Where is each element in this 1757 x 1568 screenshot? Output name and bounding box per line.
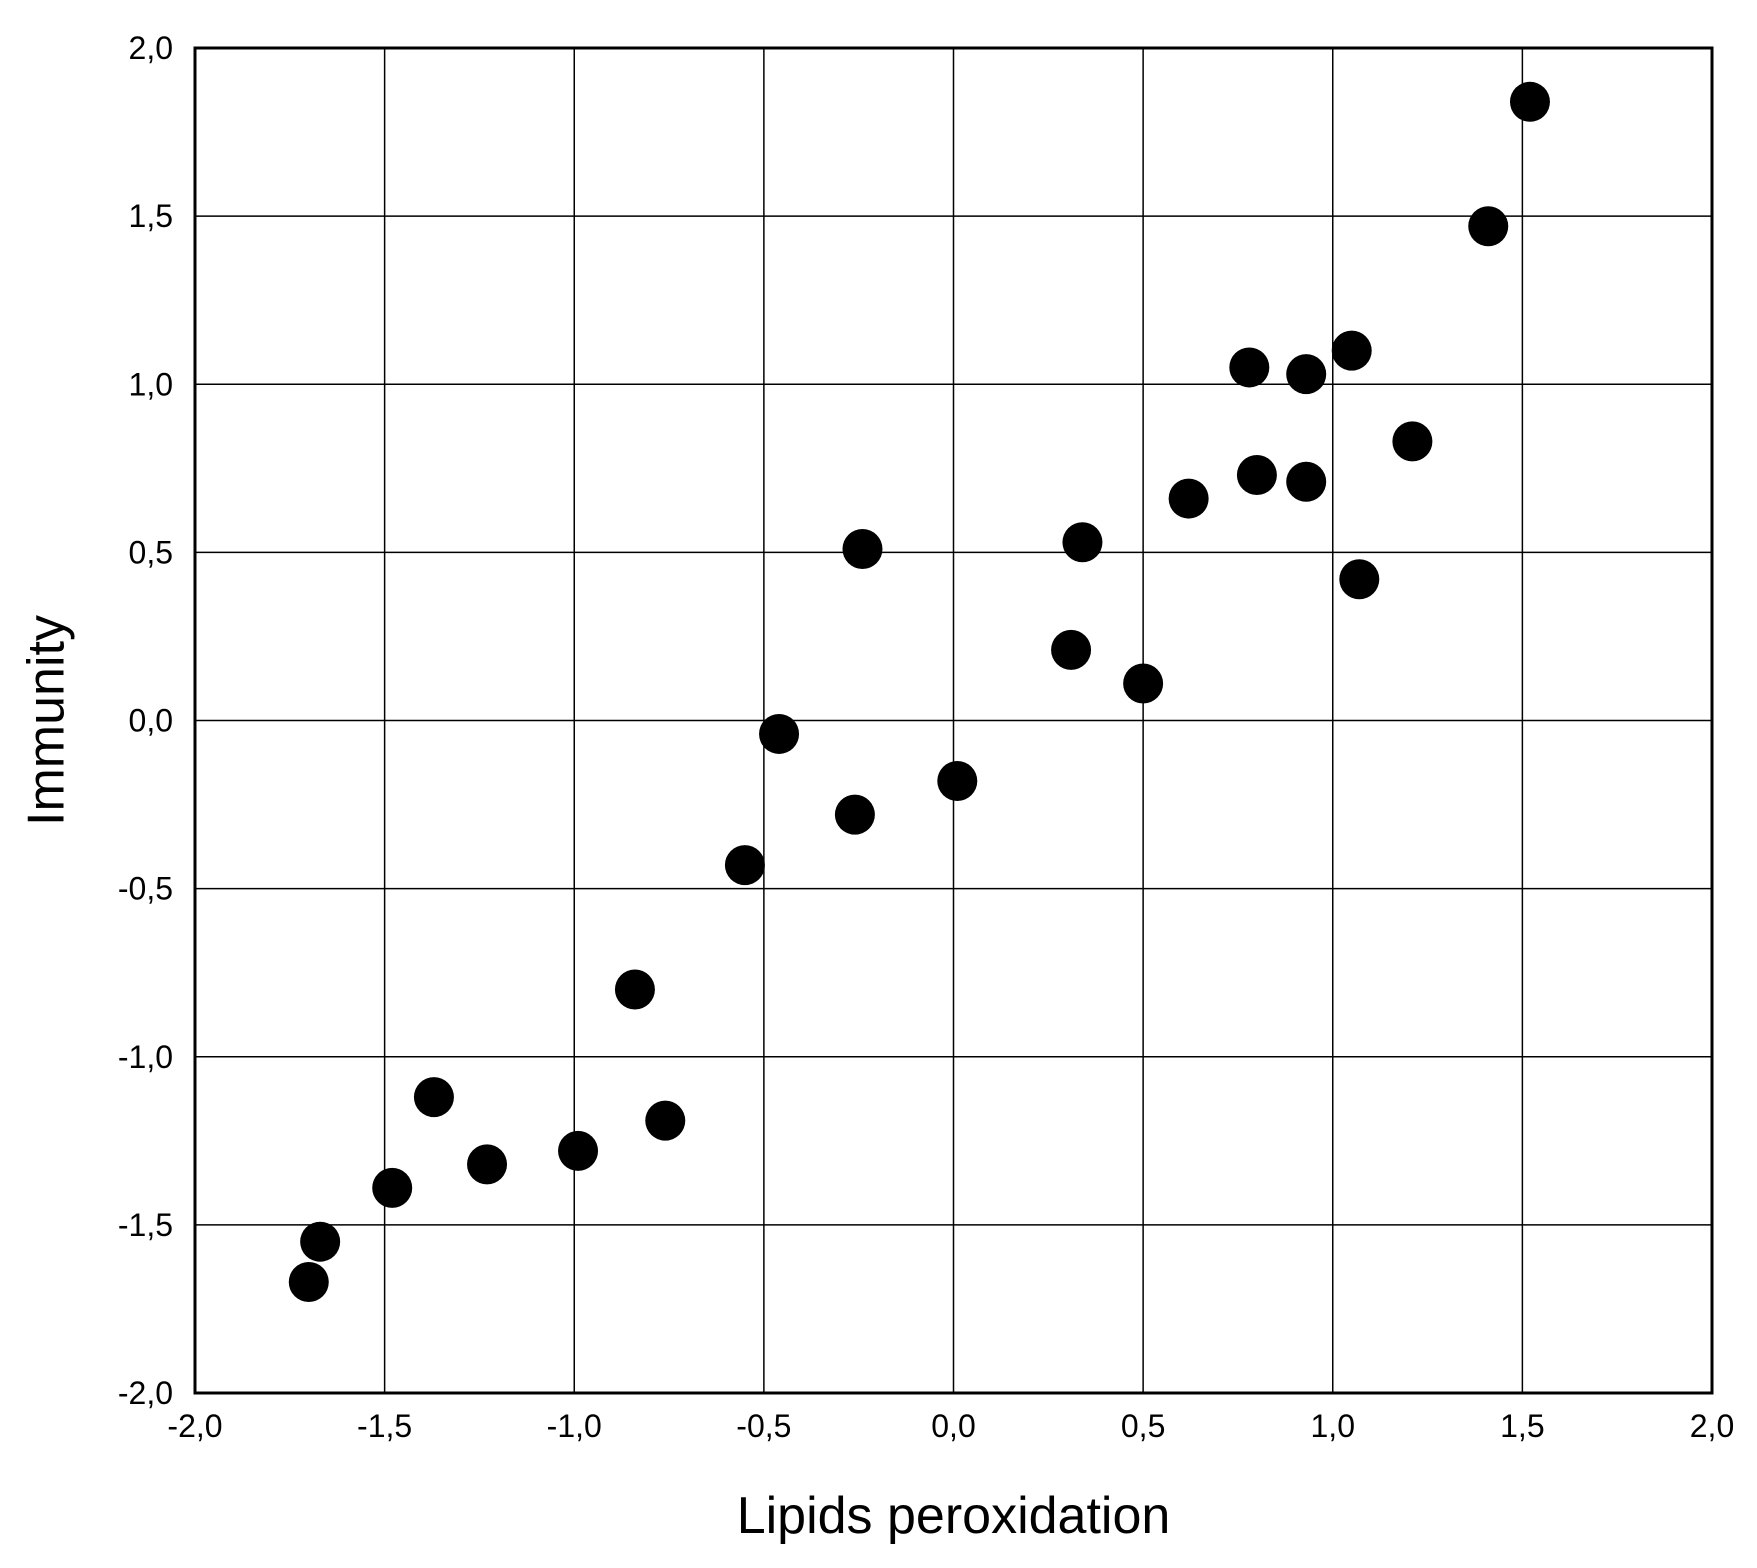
y-tick-label: 0,5 [129,534,173,570]
data-point [1331,330,1372,371]
x-tick-label: -1,0 [547,1408,602,1444]
data-point [1236,455,1277,496]
x-axis-tick-labels: -2,0 -1,5 -1,0 -0,5 0,0 0,5 1,0 1,5 2,0 [167,1408,1734,1444]
data-point [645,1100,686,1141]
data-point [937,761,978,802]
x-tick-label: -0,5 [736,1408,791,1444]
plot-area-frame [193,46,1714,1395]
x-tick-label: 0,0 [931,1408,975,1444]
x-tick-label: -1,5 [357,1408,412,1444]
y-tick-label: -2,0 [118,1375,173,1411]
data-point [413,1077,454,1118]
data-point [288,1262,329,1303]
data-point [614,969,655,1010]
x-tick-label: 0,5 [1121,1408,1165,1444]
data-point [1468,206,1509,247]
data-point [1229,347,1270,388]
y-tick-label: -0,5 [118,871,173,907]
data-point [1286,461,1327,502]
data-point [467,1144,508,1185]
data-point [1286,354,1327,395]
data-point [842,529,883,570]
y-axis-title: Immunity [18,615,76,826]
data-point [300,1221,341,1262]
data-point [1062,522,1103,563]
data-point [1051,629,1092,670]
data-point [1392,421,1433,462]
y-tick-label: 0,0 [129,703,173,739]
y-tick-label: 1,0 [129,366,173,402]
data-point [1168,478,1209,519]
data-point [1339,559,1380,600]
x-tick-label: 2,0 [1690,1408,1734,1444]
x-axis-title: Lipids peroxidation [737,1487,1171,1545]
data-point [558,1130,599,1171]
grid-lines [195,48,1712,1393]
y-tick-label: -1,0 [118,1039,173,1075]
x-tick-label: -2,0 [167,1408,222,1444]
data-point [372,1167,413,1208]
x-tick-label: 1,5 [1500,1408,1544,1444]
y-tick-label: 1,5 [129,198,173,234]
data-point [1509,81,1550,122]
x-tick-label: 1,0 [1311,1408,1355,1444]
data-point [724,845,765,886]
data-point [834,794,875,835]
data-points [288,81,1550,1303]
y-axis-tick-labels: -2,0 -1,5 -1,0 -0,5 0,0 0,5 1,0 1,5 2,0 [118,30,173,1411]
data-point [759,713,800,754]
y-tick-label: 2,0 [129,30,173,66]
data-point [1123,663,1164,704]
y-tick-label: -1,5 [118,1207,173,1243]
